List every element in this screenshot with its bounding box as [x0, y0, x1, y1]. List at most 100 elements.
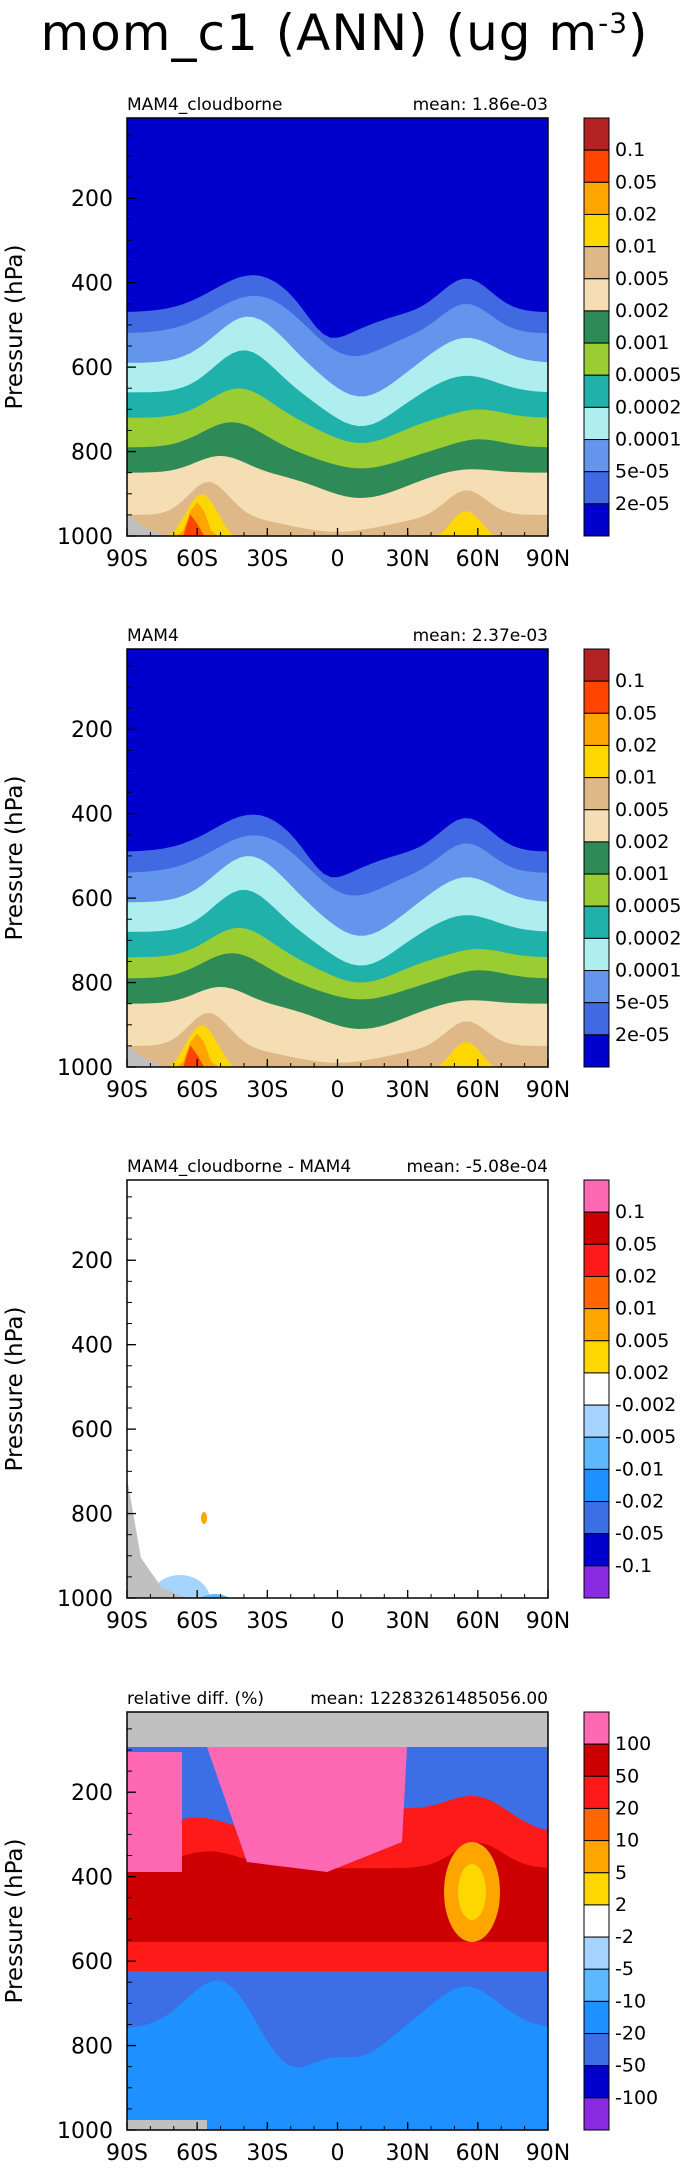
panel-mean: mean: 12283261485056.00: [310, 1689, 548, 1709]
y-tick-label: 400: [71, 1334, 113, 1359]
colorbar-label: -5: [615, 1958, 634, 1980]
colorbar: 0.1 0.05 0.02 0.01 0.005 0.002 -0.002 -0.005 -0.…: [583, 1179, 676, 1599]
x-tick-label: 30N: [385, 2141, 429, 2166]
colorbar-swatch: [583, 2097, 610, 2131]
colorbar-label: 0.02: [615, 203, 657, 225]
colorbar-swatch: [583, 937, 610, 972]
colorbar-swatch: [583, 744, 610, 779]
colorbar-label: 5e-05: [615, 461, 670, 483]
colorbar-swatch: [583, 278, 610, 312]
colorbar-swatch: [583, 1743, 610, 1777]
contour-band-0.02: [127, 1025, 548, 1067]
terrain-mask: [127, 1478, 187, 1598]
colorbar-swatch: [583, 873, 610, 907]
x-tick-label: 60S: [176, 1078, 218, 1103]
colorbar-label: 0.005: [615, 1330, 669, 1352]
y-tick-label: 200: [71, 718, 113, 743]
colorbar-label: 0.05: [615, 171, 657, 193]
y-tick-label: 800: [71, 972, 113, 997]
contour-band-100: [207, 1747, 407, 1872]
colorbar-swatch: [583, 406, 610, 441]
y-axis-title: Pressure (hPa): [2, 1839, 28, 2004]
y-tick-label: 1000: [57, 2119, 113, 2144]
panel-label: relative diff. (%): [127, 1689, 264, 1709]
colorbar-swatch: [583, 1501, 610, 1535]
x-tick-label: 0: [331, 2141, 345, 2166]
y-axis-title: Pressure (hPa): [2, 245, 28, 410]
panel-2: MAM4 mean: 2.37e-03 90S 60S 30S 0 30N 60N 90N 200…: [2, 626, 681, 1103]
colorbar-label: 0.001: [615, 863, 669, 885]
x-tick-label: 30S: [246, 1609, 288, 1634]
plot-background: [127, 1180, 548, 1598]
colorbar-label: 0.1: [615, 670, 645, 692]
colorbar-label: 0.0002: [615, 927, 681, 949]
colorbar-label: 0.0001: [615, 960, 681, 982]
x-tick-label: 60N: [456, 547, 500, 572]
x-tick-label: 30N: [385, 547, 429, 572]
x-tick-label: 0: [331, 1609, 345, 1634]
colorbar-swatch: [583, 1936, 610, 1970]
panel-1: MAM4_cloudborne mean: 1.86e-03 90S 60S 30S 0 3…: [2, 95, 681, 572]
x-tick-label: 0: [331, 1078, 345, 1103]
colorbar: 0.1 0.05 0.02 0.01 0.005 0.002 0.001 0.0005 0.00…: [583, 117, 681, 537]
x-tick-label: 30N: [385, 1609, 429, 1634]
contour-band-0.01: [127, 482, 548, 536]
colorbar-swatch: [583, 1275, 610, 1310]
y-tick-label: 600: [71, 887, 113, 912]
colorbar-swatch: [583, 1340, 610, 1374]
contour-fills: [127, 814, 548, 1067]
diff-blob: [200, 1594, 230, 1598]
colorbar-swatch: [583, 471, 610, 505]
colorbar-label: -0.1: [615, 1555, 652, 1577]
colorbar-swatch: [583, 374, 610, 408]
colorbar-swatch: [583, 1468, 610, 1503]
y-axis-title: Pressure (hPa): [2, 776, 28, 941]
colorbar-label: 0.002: [615, 1362, 669, 1384]
x-tick-label: 90N: [526, 1078, 570, 1103]
colorbar-label: 0.05: [615, 702, 657, 724]
y-tick-label: 400: [71, 272, 113, 297]
panel-mean: mean: 2.37e-03: [413, 626, 548, 646]
colorbar-label: 0.1: [615, 139, 645, 161]
y-tick-label: 200: [71, 1249, 113, 1274]
y-tick-label: 1000: [57, 525, 113, 550]
x-tick-label: 30S: [246, 1078, 288, 1103]
colorbar-label: 0.0002: [615, 396, 681, 418]
colorbar-swatch: [583, 841, 610, 875]
colorbar-label: 0.005: [615, 268, 669, 290]
y-axis-title: Pressure (hPa): [2, 1307, 28, 1472]
x-tick-label: 90N: [526, 547, 570, 572]
contour-band-0.01: [127, 1013, 548, 1067]
y-tick-label: 200: [71, 1781, 113, 1806]
colorbar-swatch: [583, 2033, 610, 2067]
colorbar-label: 0.05: [615, 1233, 657, 1255]
colorbar-label: -0.05: [615, 1523, 664, 1545]
colorbar-swatch: [583, 1034, 610, 1068]
colorbar-label: 0.01: [615, 1298, 657, 1320]
colorbar-swatch: [583, 181, 610, 215]
colorbar-label: 50: [615, 1765, 639, 1787]
colorbar-swatch: [583, 1840, 610, 1874]
x-tick-label: 60S: [176, 547, 218, 572]
x-tick-label: 90S: [106, 2141, 148, 2166]
colorbar-swatch: [583, 1533, 610, 1567]
colorbar-swatch: [583, 1872, 610, 1906]
colorbar-label: -100: [615, 2087, 658, 2109]
figure-title: mom_c1 (ANN) (ug m-3): [40, 4, 649, 62]
contour-band-0.02: [127, 494, 548, 536]
y-tick-label: 1000: [57, 1587, 113, 1612]
colorbar-swatch: [583, 246, 610, 280]
missing-mask: [127, 1712, 548, 1747]
panel-3: MAM4_cloudborne - MAM4 mean: -5.08e-04 90S…: [2, 1157, 676, 1634]
x-tick-label: 90N: [526, 1609, 570, 1634]
x-tick-label: 60N: [456, 2141, 500, 2166]
colorbar-label: -10: [615, 1990, 646, 2012]
contour-band: [127, 1980, 548, 2130]
colorbar-swatch: [583, 648, 610, 682]
contour-fills: [127, 1478, 230, 1598]
colorbar-label: -0.002: [615, 1394, 676, 1416]
colorbar: 0.1 0.05 0.02 0.01 0.005 0.002 0.001 0.0005 0.00…: [583, 648, 681, 1068]
panel-4: relative diff. (%) mean: 12283261485056.0…: [2, 1689, 658, 2166]
colorbar-swatch: [583, 680, 610, 714]
colorbar-swatch: [583, 2000, 610, 2035]
